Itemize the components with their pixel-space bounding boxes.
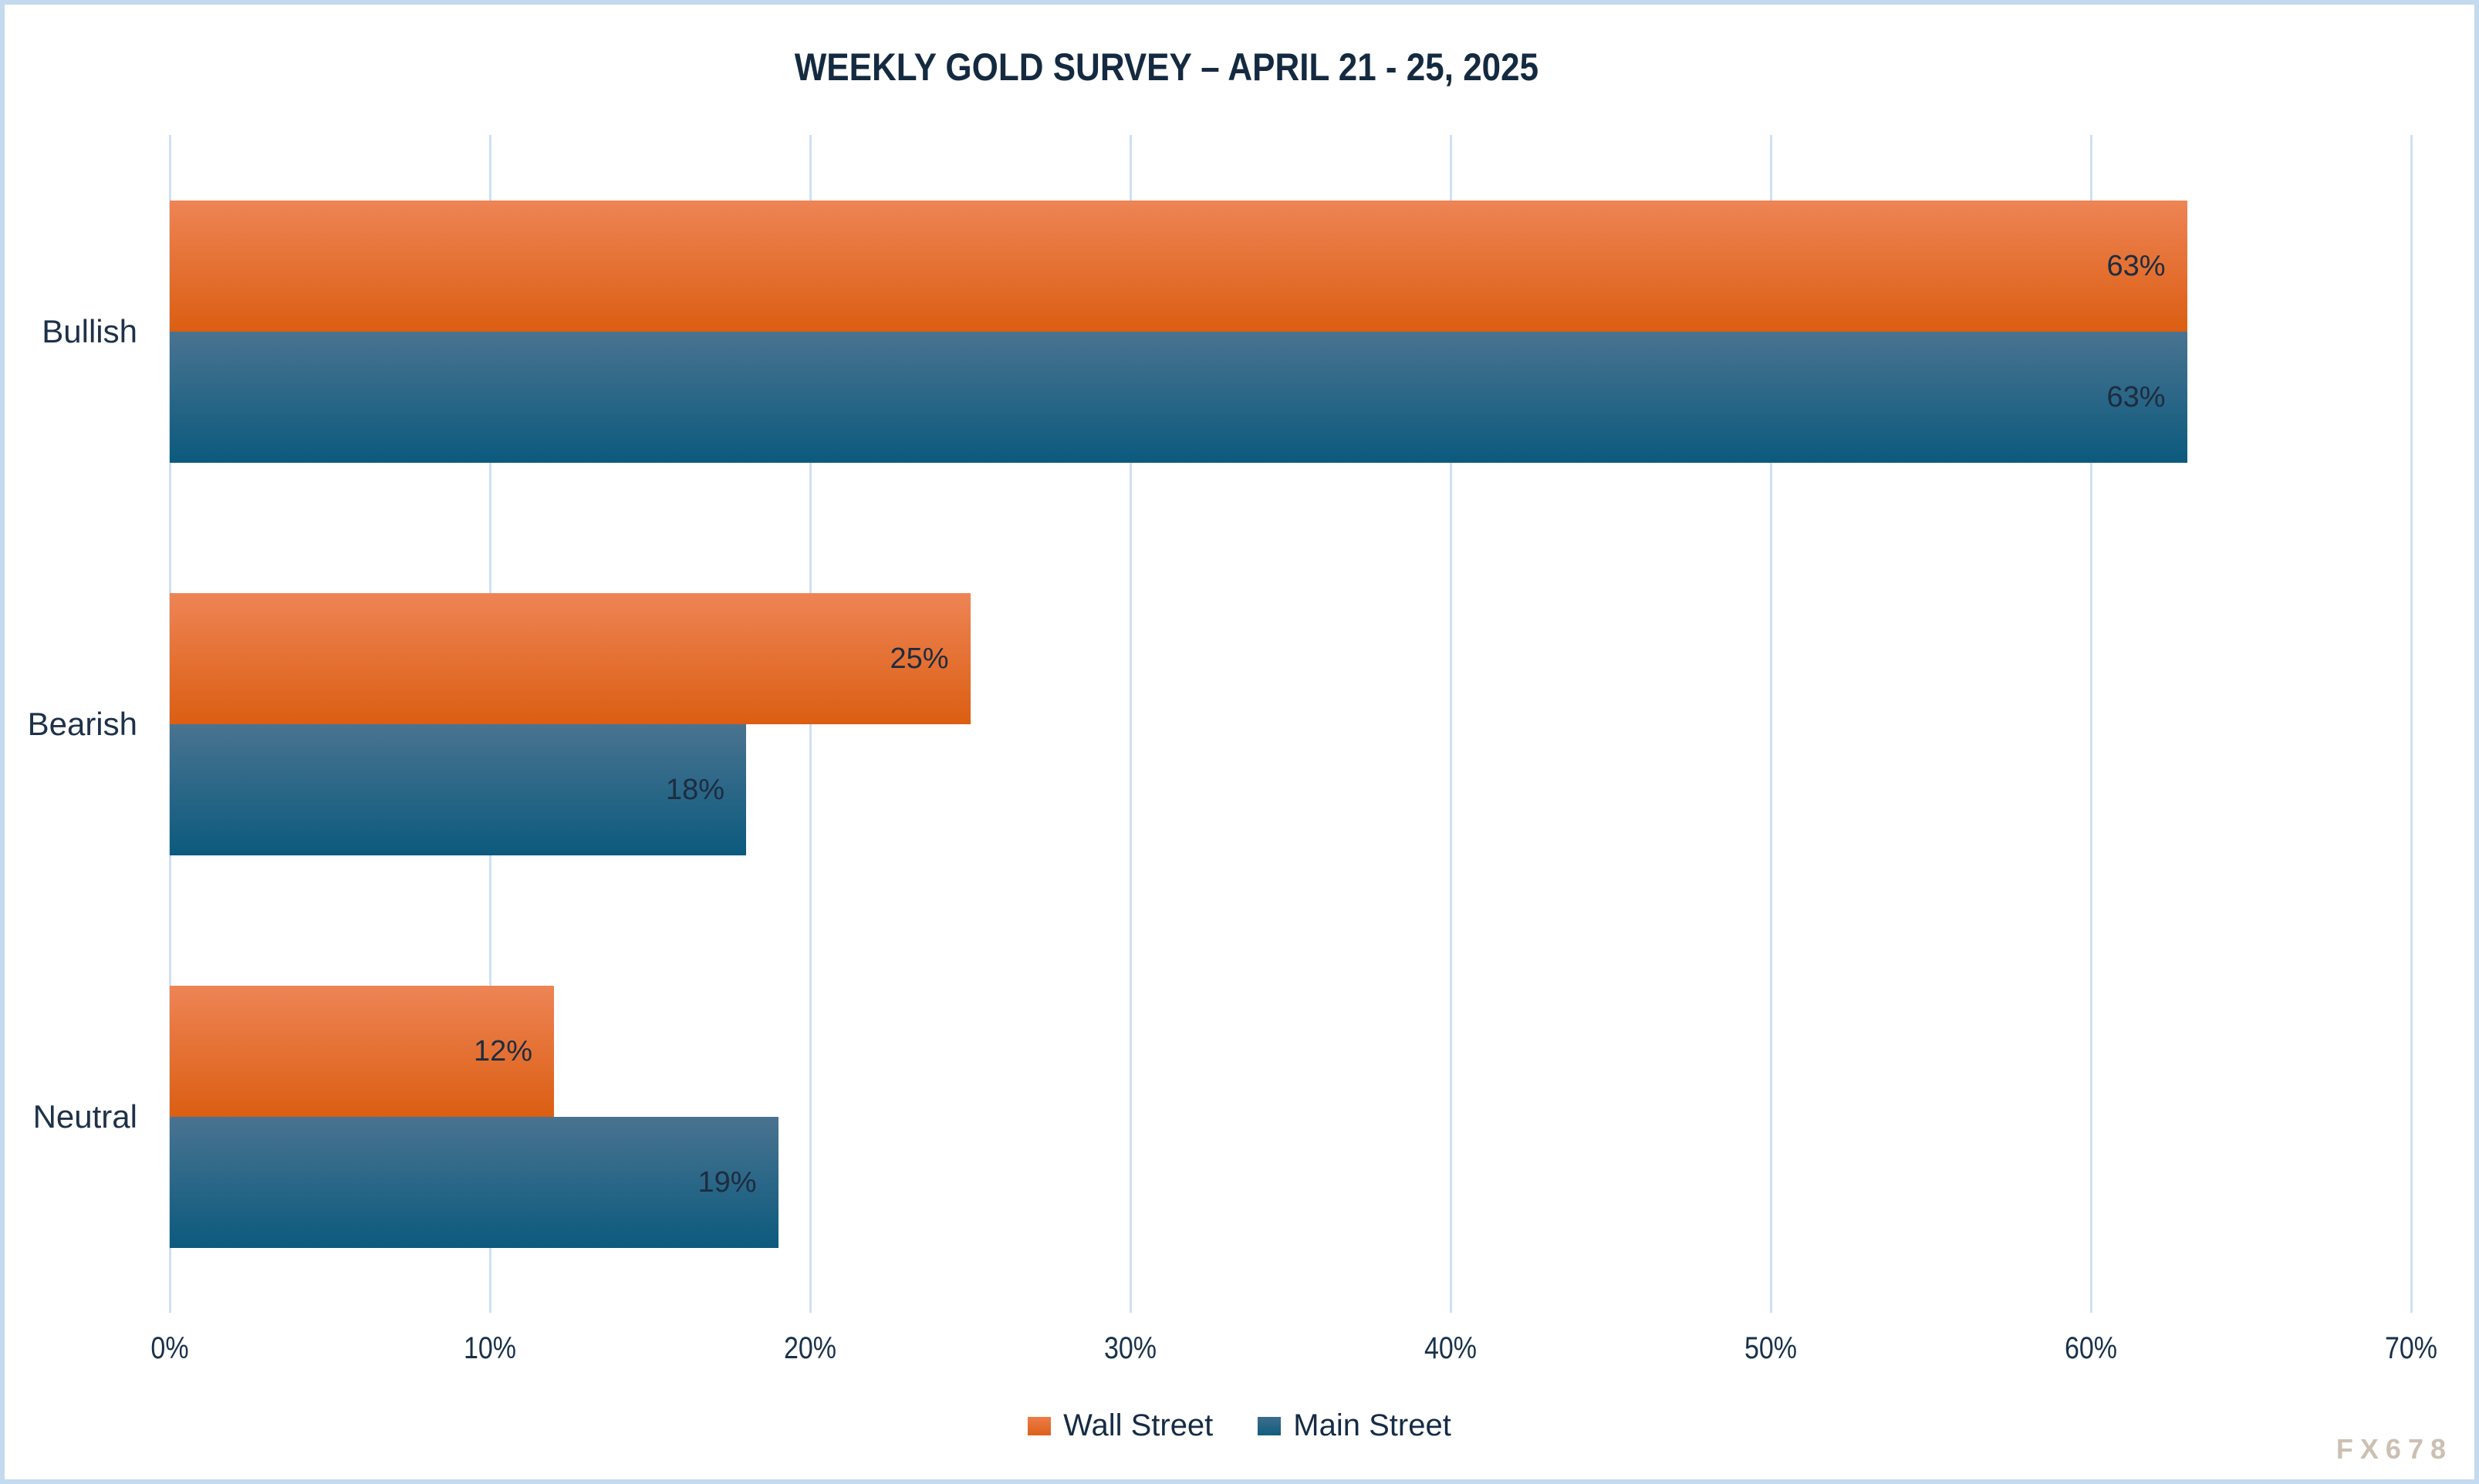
gridline-70%: [2410, 135, 2413, 1313]
x-tick-label-20%: 20%: [783, 1331, 837, 1365]
plot-area: 63% 63% 25% 18% 12% 19%: [168, 135, 2413, 1313]
gridline-40%: [1449, 135, 1452, 1313]
bar-neutral-wall-street: 12%: [170, 986, 554, 1117]
legend-item-main-street: Main Street: [1258, 1408, 1451, 1443]
gridline-50%: [1769, 135, 1772, 1313]
value-label-neutral-wall-street: 12%: [473, 1034, 532, 1067]
value-label-bearish-wall-street: 25%: [890, 642, 949, 675]
bar-bullish-main-street: 63%: [170, 332, 2187, 463]
watermark: FX678: [2335, 1433, 2453, 1465]
category-label-neutral: Neutral: [32, 1098, 137, 1135]
x-tick-label-60%: 60%: [2064, 1331, 2118, 1365]
gridline-30%: [1129, 135, 1132, 1313]
bar-group-neutral: 12% 19%: [170, 920, 2411, 1313]
chart-title-text: WEEKLY GOLD SURVEY – APRIL 21 - 25, 2025: [794, 46, 1538, 89]
legend-label-wall-street: Wall Street: [1063, 1408, 1214, 1442]
value-label-bullish-wall-street: 63%: [2106, 249, 2166, 282]
x-tick-label-10%: 10%: [463, 1331, 517, 1365]
bar-bearish-main-street: 18%: [170, 724, 746, 855]
x-tick-label-70%: 70%: [2384, 1331, 2438, 1365]
category-label-bullish: Bullish: [42, 313, 137, 349]
legend-item-wall-street: Wall Street: [1028, 1408, 1213, 1443]
bar-group-bullish: 63% 63%: [170, 135, 2411, 528]
x-tick-label-30%: 30%: [1103, 1331, 1157, 1365]
legend: Wall Street Main Street: [0, 1408, 2479, 1443]
x-tick-label-0%: 0%: [150, 1331, 189, 1365]
value-label-neutral-main-street: 19%: [697, 1165, 757, 1199]
legend-swatch-main-street: [1258, 1416, 1282, 1435]
legend-label-main-street: Main Street: [1293, 1408, 1451, 1442]
x-tick-label-40%: 40%: [1424, 1331, 1478, 1365]
bar-neutral-main-street: 19%: [170, 1117, 778, 1248]
bar-bearish-wall-street: 25%: [170, 593, 971, 724]
value-label-bearish-main-street: 18%: [665, 773, 724, 806]
gridline-60%: [2089, 135, 2092, 1313]
bar-group-bearish: 25% 18%: [170, 528, 2411, 920]
x-tick-label-50%: 50%: [1744, 1331, 1798, 1365]
value-label-bullish-main-street: 63%: [2106, 380, 2166, 413]
legend-swatch-wall-street: [1028, 1416, 1052, 1435]
bar-bullish-wall-street: 63%: [170, 201, 2187, 332]
category-label-bearish: Bearish: [27, 706, 137, 742]
chart-title: WEEKLY GOLD SURVEY – APRIL 21 - 25, 2025: [0, 45, 2332, 89]
